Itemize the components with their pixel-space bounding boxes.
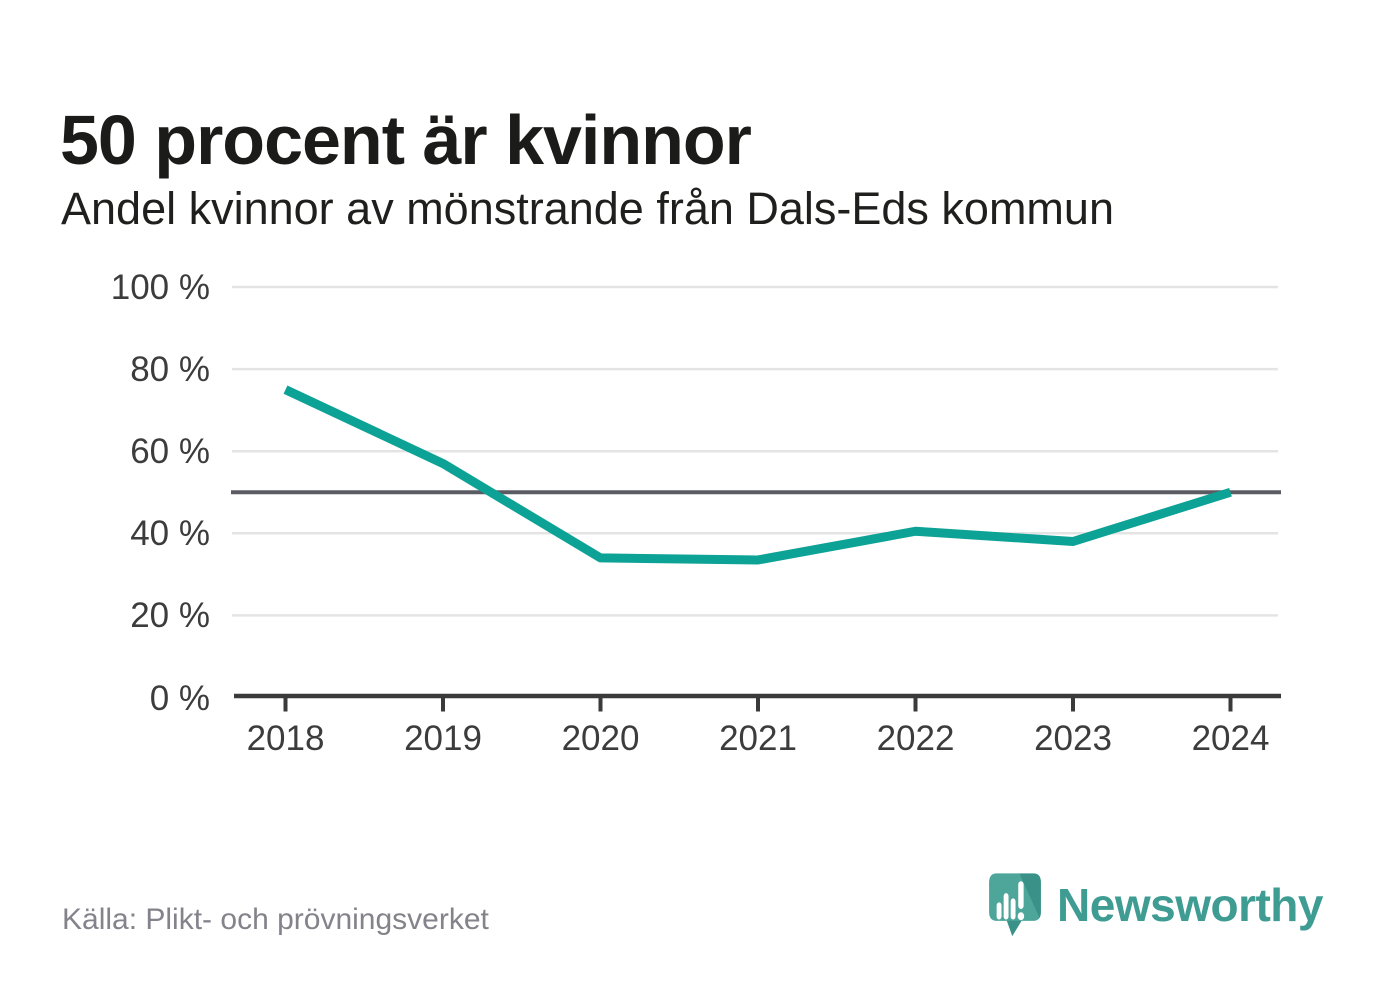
y-axis-label-60: 60 % [130,432,210,472]
newsworthy-logo: Newsworthy [988,872,1323,938]
y-axis-label-80: 80 % [130,350,210,390]
series-line [283,385,1232,565]
chart-subtitle: Andel kvinnor av mönstrande från Dals-Ed… [61,183,1114,234]
x-axis-label-2019: 2019 [404,719,482,758]
x-axis-label-2024: 2024 [1191,719,1270,758]
newsworthy-wordmark: Newsworthy [1057,879,1323,931]
x-axis-label-2023: 2023 [1034,719,1112,758]
x-axis-label-2020: 2020 [561,719,640,758]
x-axis-label-2021: 2021 [719,719,797,758]
y-axis-label-20: 20 % [130,596,210,636]
newsworthy-speech-bubble-chart-icon [989,873,1041,937]
x-axis-label-2022: 2022 [876,719,955,758]
source-note: Källa: Plikt- och prövningsverket [62,903,489,936]
y-axis-label-100: 100 % [110,268,210,307]
chart-title: 50 procent är kvinnor [60,100,752,179]
y-axis-label-0: 0 % [149,678,210,718]
x-axis-label-2018: 2018 [246,719,325,758]
y-axis-label-40: 40 % [130,514,210,554]
